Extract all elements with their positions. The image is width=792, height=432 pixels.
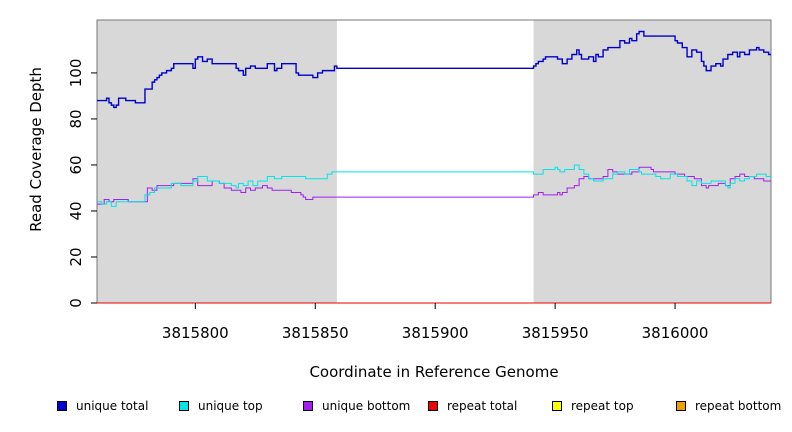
shaded-region-1	[533, 20, 771, 303]
legend-label: repeat bottom	[695, 399, 782, 413]
x-tick-label: 3815900	[402, 324, 469, 342]
legend: unique total unique top unique bottom repea…	[0, 399, 792, 419]
legend-label: unique top	[198, 399, 263, 413]
series-lines	[97, 30, 771, 304]
y-axis-title: Read Coverage Depth	[27, 67, 45, 232]
legend-item-repeat-total: repeat total	[428, 399, 517, 413]
legend-item-repeat-bottom: repeat bottom	[676, 399, 781, 413]
legend-item-repeat-top: repeat top	[552, 399, 634, 413]
legend-swatch	[552, 401, 562, 411]
x-tick-label: 3815950	[522, 324, 589, 342]
legend-label: unique bottom	[322, 399, 411, 413]
legend-swatch	[179, 401, 189, 411]
shaded-regions	[97, 20, 771, 303]
y-axis: 0 20 40 60 80 100	[67, 59, 97, 308]
y-tick-label: 80	[67, 109, 85, 128]
x-axis-title: Coordinate in Reference Genome	[309, 363, 558, 381]
legend-swatch	[428, 401, 438, 411]
y-tick-label: 20	[67, 247, 85, 266]
y-tick-label: 40	[67, 201, 85, 220]
legend-item-unique-top: unique top	[179, 399, 263, 413]
shaded-region-0	[97, 20, 337, 303]
series-unique-bottom	[97, 166, 771, 205]
x-axis: 3815800 3815850 3815900 3815950 3816000	[162, 303, 709, 342]
x-tick-label: 3816000	[642, 324, 709, 342]
x-tick-label: 3815800	[162, 324, 229, 342]
legend-swatch	[676, 401, 686, 411]
y-tick-label: 60	[67, 155, 85, 174]
y-tick-label: 0	[67, 298, 85, 308]
series-unique-total	[97, 30, 771, 109]
legend-label: unique total	[76, 399, 149, 413]
legend-swatch	[57, 401, 67, 411]
series-unique-top	[97, 164, 771, 207]
y-tick-label: 100	[67, 59, 85, 88]
legend-item-unique-bottom: unique bottom	[303, 399, 410, 413]
legend-item-unique-total: unique total	[57, 399, 148, 413]
legend-label: repeat top	[571, 399, 634, 413]
legend-label: repeat total	[447, 399, 518, 413]
legend-swatch	[303, 401, 313, 411]
x-tick-label: 3815850	[282, 324, 349, 342]
